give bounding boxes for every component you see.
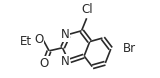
Text: Et: Et <box>20 35 32 48</box>
Text: O: O <box>40 57 49 70</box>
Text: Cl: Cl <box>81 3 93 16</box>
Text: N: N <box>60 55 69 68</box>
Text: N: N <box>60 28 69 41</box>
Text: O: O <box>34 33 44 46</box>
Text: Br: Br <box>123 42 136 55</box>
